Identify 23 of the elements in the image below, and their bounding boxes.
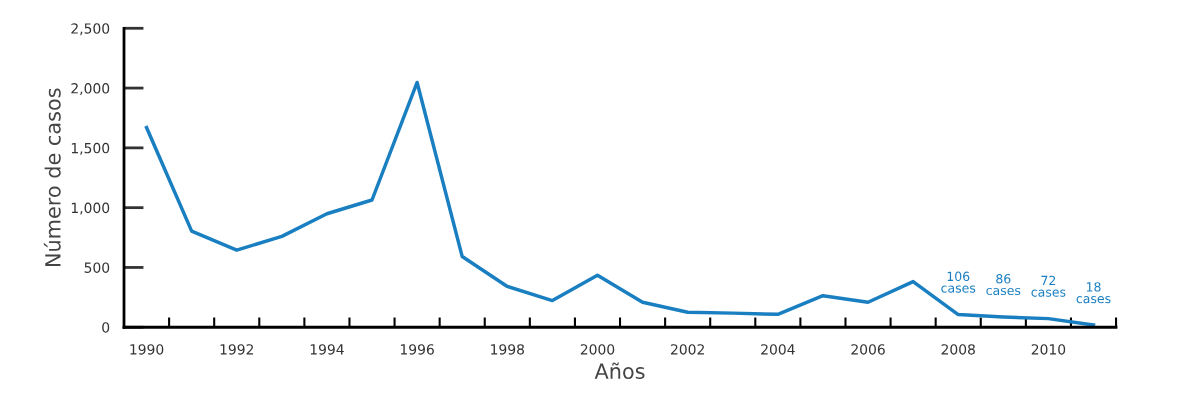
y-tick-label: 1,000 [71,202,110,215]
x-tick-label: 1996 [400,344,434,355]
x-tick-label: 2010 [1031,344,1066,355]
y-tick-label: 2,500 [71,23,110,36]
y-axis-title: Número de casos [43,88,61,267]
x-tick-label: 1990 [130,344,164,355]
x-tick-label: 1994 [310,344,344,355]
x-axis-title: Años [594,362,645,380]
y-tick-label: 1,500 [71,142,110,155]
x-tick-label: 1992 [220,344,254,355]
data-label: 86 cases [986,274,1021,296]
x-tick-label: 1998 [491,344,525,355]
y-tick-label: 0 [102,322,110,333]
data-label: 18 cases [1076,282,1111,304]
x-tick-label: 2006 [851,344,885,355]
data-label: 72 cases [1031,275,1066,297]
y-tick-label: 500 [84,262,110,273]
x-tick-label: 2008 [941,344,975,355]
x-tick-label: 2000 [580,344,615,355]
y-tick-label: 2,000 [71,83,110,95]
x-tick-label: 2004 [761,344,795,355]
x-tick-label: 2002 [671,344,704,355]
data-label: 106 cases [941,271,976,293]
